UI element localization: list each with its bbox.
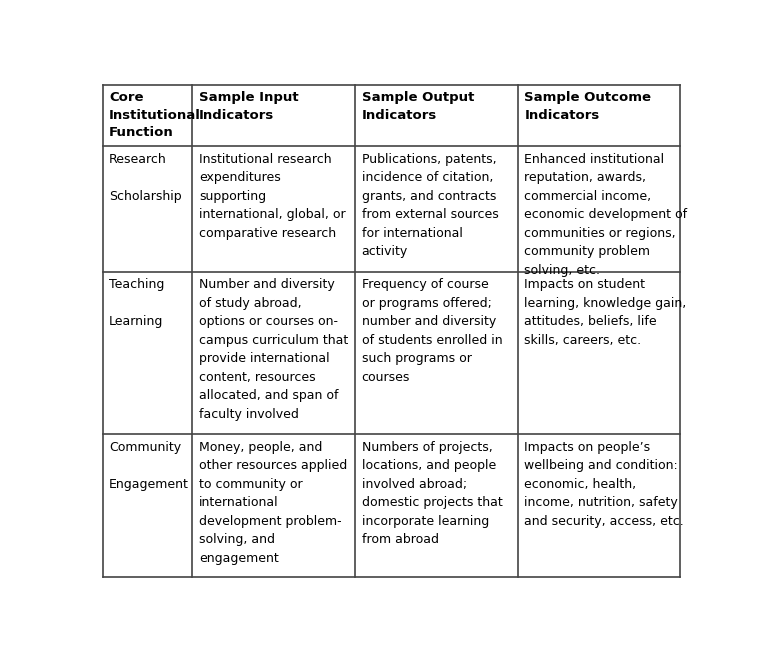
Text: Impacts on student
learning, knowledge gain,
attitudes, beliefs, life
skills, ca: Impacts on student learning, knowledge g…: [524, 278, 687, 346]
Text: Impacts on people’s
wellbeing and condition:
economic, health,
income, nutrition: Impacts on people’s wellbeing and condit…: [524, 441, 684, 527]
Text: Teaching

Learning: Teaching Learning: [109, 278, 164, 328]
Text: Sample Outcome
Indicators: Sample Outcome Indicators: [524, 91, 651, 122]
Text: Sample Output
Indicators: Sample Output Indicators: [361, 91, 474, 122]
Text: Numbers of projects,
locations, and people
involved abroad;
domestic projects th: Numbers of projects, locations, and peop…: [361, 441, 503, 546]
Text: Money, people, and
other resources applied
to community or
international
develop: Money, people, and other resources appli…: [199, 441, 347, 565]
Text: Core
Institutional
Function: Core Institutional Function: [109, 91, 201, 139]
Text: Research

Scholarship: Research Scholarship: [109, 153, 182, 202]
Text: Institutional research
expenditures
supporting
international, global, or
compara: Institutional research expenditures supp…: [199, 153, 345, 240]
Text: Frequency of course
or programs offered;
number and diversity
of students enroll: Frequency of course or programs offered;…: [361, 278, 502, 384]
Text: Enhanced institutional
reputation, awards,
commercial income,
economic developme: Enhanced institutional reputation, award…: [524, 153, 688, 276]
Text: Sample Input
Indicators: Sample Input Indicators: [199, 91, 299, 122]
Text: Publications, patents,
incidence of citation,
grants, and contracts
from externa: Publications, patents, incidence of cita…: [361, 153, 498, 258]
Text: Number and diversity
of study abroad,
options or courses on-
campus curriculum t: Number and diversity of study abroad, op…: [199, 278, 348, 421]
Text: Community

Engagement: Community Engagement: [109, 441, 189, 491]
